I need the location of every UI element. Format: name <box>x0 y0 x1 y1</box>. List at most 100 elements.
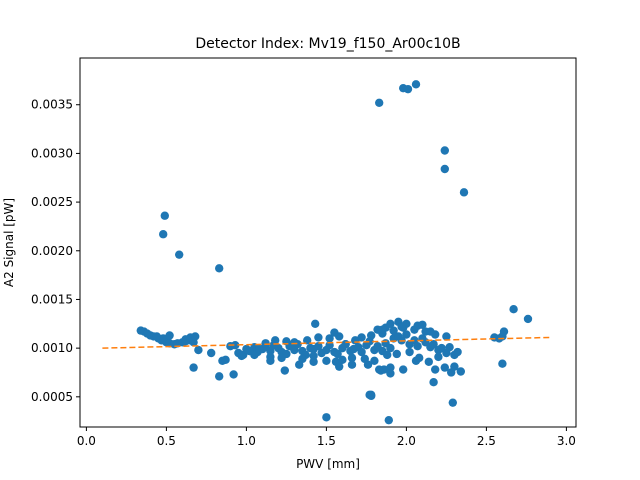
data-point <box>367 390 376 400</box>
data-point <box>429 378 438 387</box>
data-point <box>311 319 320 328</box>
data-point <box>314 341 323 351</box>
data-point <box>237 351 246 361</box>
data-point <box>389 326 398 335</box>
data-point <box>411 356 421 365</box>
data-point <box>450 362 459 371</box>
x-tick-label: 2.0 <box>397 434 416 448</box>
data-point <box>367 331 376 340</box>
data-point <box>215 372 224 381</box>
fit-line <box>102 336 551 349</box>
x-axis-label: PWV [mm] <box>296 457 360 471</box>
data-point <box>386 369 395 378</box>
data-point <box>499 327 509 336</box>
data-point <box>375 98 384 107</box>
data-point <box>341 340 350 349</box>
data-point <box>229 370 238 379</box>
data-point <box>159 230 168 239</box>
y-axis-label: A2 Signal [pW] <box>2 198 16 287</box>
data-point <box>386 343 395 353</box>
data-point <box>314 333 323 342</box>
x-tick-label: 0.5 <box>157 434 176 448</box>
data-point <box>347 360 357 369</box>
x-tick-label: 2.5 <box>477 434 496 448</box>
y-tick-label: 0.0015 <box>31 292 73 306</box>
y-tick-label: 0.0025 <box>31 195 73 209</box>
data-point <box>459 188 469 197</box>
data-point <box>221 355 230 365</box>
data-point <box>373 325 382 334</box>
data-point <box>330 328 339 337</box>
data-point <box>405 347 414 357</box>
data-point <box>426 327 435 336</box>
data-point <box>255 344 264 354</box>
data-point <box>165 331 174 340</box>
x-tick-label: 1.0 <box>237 434 256 448</box>
data-point <box>402 330 411 339</box>
data-point <box>429 340 438 349</box>
data-point <box>413 341 422 351</box>
data-point <box>189 363 198 372</box>
x-tick-label: 0.0 <box>77 434 96 448</box>
data-point <box>523 314 533 324</box>
data-point <box>266 356 275 365</box>
y-tick-label: 0.0030 <box>31 146 73 160</box>
data-point <box>431 365 440 374</box>
plot-frame <box>79 57 577 428</box>
data-point <box>175 250 184 259</box>
data-point <box>245 346 254 356</box>
data-point <box>231 341 240 350</box>
data-point <box>386 363 395 372</box>
data-point <box>191 332 200 341</box>
data-point <box>271 336 280 345</box>
data-point <box>303 336 312 345</box>
data-point <box>363 360 373 369</box>
data-point <box>280 366 289 375</box>
data-point <box>384 415 393 425</box>
data-point <box>152 332 161 341</box>
data-point <box>397 322 406 331</box>
data-point <box>379 365 389 374</box>
x-tick-label: 3.0 <box>557 434 576 448</box>
data-point <box>277 353 286 363</box>
data-point <box>347 353 357 363</box>
data-point <box>207 348 216 358</box>
data-point <box>333 349 342 359</box>
data-point <box>261 339 270 348</box>
data-point <box>434 352 443 362</box>
data-point <box>322 413 331 422</box>
data-point <box>440 363 449 372</box>
data-point <box>445 342 454 352</box>
data-point <box>383 350 392 360</box>
data-point <box>418 320 427 329</box>
data-point <box>411 80 421 89</box>
data-point <box>194 345 203 355</box>
data-point <box>309 357 318 366</box>
y-tick-label: 0.0020 <box>31 244 73 258</box>
data-point <box>440 164 449 174</box>
data-point <box>322 356 331 365</box>
data-point <box>399 365 408 374</box>
data-point <box>440 146 449 155</box>
plot-area <box>102 80 551 425</box>
data-point <box>160 211 169 220</box>
y-tick-label: 0.0005 <box>31 390 73 404</box>
data-point <box>357 333 366 342</box>
data-point <box>453 347 462 357</box>
data-point <box>290 338 299 347</box>
data-point <box>403 84 413 94</box>
data-point <box>456 367 465 376</box>
data-point <box>392 349 401 359</box>
data-point <box>295 360 304 369</box>
data-point <box>215 264 224 273</box>
data-point <box>325 334 334 343</box>
data-point <box>338 355 347 365</box>
data-point <box>370 356 379 365</box>
data-point <box>424 357 433 366</box>
data-point <box>309 351 318 361</box>
data-point <box>442 332 451 341</box>
x-tick-label: 1.5 <box>317 434 336 448</box>
data-point <box>159 334 168 343</box>
data-point <box>335 362 344 371</box>
